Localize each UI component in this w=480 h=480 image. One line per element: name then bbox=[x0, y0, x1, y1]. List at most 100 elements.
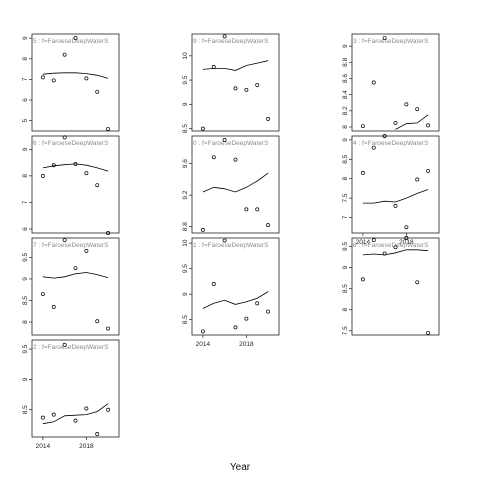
data-point bbox=[84, 248, 89, 253]
data-point bbox=[415, 107, 420, 112]
y-tick-label: 8.8 bbox=[342, 57, 349, 66]
data-point bbox=[382, 134, 387, 138]
data-point bbox=[371, 145, 376, 150]
data-point bbox=[266, 309, 271, 314]
y-tick-label: 9.5 bbox=[22, 253, 29, 262]
data-point bbox=[200, 126, 205, 131]
smooth-line bbox=[42, 72, 109, 79]
smooth-line bbox=[362, 249, 429, 256]
y-tick-label: 8.8 bbox=[182, 222, 189, 231]
panel-frame bbox=[191, 237, 280, 336]
data-point bbox=[266, 116, 271, 121]
data-point bbox=[371, 80, 376, 85]
y-tick-label: 8 bbox=[342, 176, 349, 180]
y-tick-label: 9 bbox=[342, 138, 349, 142]
y-tick-label: 7 bbox=[22, 77, 29, 81]
panel-1: 9 : f=FaroeseDeepWaterS 8.5 9 9.5 10 bbox=[182, 33, 280, 133]
data-point bbox=[211, 65, 216, 69]
y-tick-label: 8 bbox=[342, 125, 349, 129]
data-point bbox=[51, 412, 56, 417]
smooth-line bbox=[362, 189, 429, 204]
y-tick-label: 9.5 bbox=[182, 75, 189, 84]
y-tick-label: 10 bbox=[182, 52, 189, 60]
y-tick-label: 8.6 bbox=[342, 74, 349, 83]
y-tick-label: 9.6 bbox=[182, 159, 189, 168]
data-point bbox=[62, 238, 67, 243]
data-point bbox=[382, 251, 387, 256]
y-tick-label: 9 bbox=[22, 36, 29, 40]
data-point bbox=[40, 173, 45, 178]
smooth-line bbox=[395, 114, 429, 130]
panel-frame bbox=[31, 33, 120, 132]
data-point bbox=[244, 87, 249, 92]
panel-strip-label: 3 : f=FaroeseDeepWaterS bbox=[353, 38, 429, 45]
x-tick-label: 2014 bbox=[196, 341, 211, 348]
data-point bbox=[360, 170, 365, 175]
data-point bbox=[84, 406, 89, 411]
y-tick-label: 8.5 bbox=[182, 124, 189, 133]
data-point bbox=[95, 319, 100, 324]
x-axis-label: Year bbox=[230, 462, 251, 473]
data-point bbox=[40, 415, 45, 420]
y-tick-label: 8.5 bbox=[182, 315, 189, 324]
panel-strip-label: 7 : f=FaroeseDeepWaterS bbox=[33, 242, 109, 249]
panel-strip-label: 8 : f=FaroeseDeepWaterS bbox=[353, 242, 429, 249]
data-point bbox=[233, 157, 238, 162]
x-tick-label: 2014 bbox=[356, 239, 371, 246]
panel-9: 2 : f=FaroeseDeepWaterS 8.5 9 9.5 2014 2018 bbox=[22, 339, 120, 450]
data-point bbox=[51, 78, 56, 83]
x-tick-label: 2018 bbox=[239, 341, 254, 348]
data-point bbox=[233, 86, 238, 91]
y-tick-label: 7 bbox=[342, 215, 349, 219]
y-tick-label: 9.5 bbox=[182, 264, 189, 273]
y-tick-label: 8.5 bbox=[22, 405, 29, 414]
y-tick-label: 9 bbox=[182, 102, 189, 106]
data-point bbox=[211, 281, 216, 286]
data-point bbox=[244, 207, 249, 212]
y-tick-label: 7.5 bbox=[342, 193, 349, 202]
data-point bbox=[360, 277, 365, 282]
smooth-line bbox=[42, 403, 109, 425]
data-point bbox=[211, 155, 216, 160]
y-tick-label: 8.4 bbox=[342, 90, 349, 99]
data-point bbox=[371, 238, 376, 243]
y-tick-label: 9 bbox=[22, 377, 29, 381]
data-point bbox=[95, 183, 100, 188]
data-point bbox=[266, 223, 271, 228]
data-point bbox=[255, 207, 260, 212]
x-tick-label: 2018 bbox=[79, 443, 94, 450]
data-point bbox=[40, 75, 45, 80]
panel-frame bbox=[191, 135, 280, 234]
panel-5: 4 : f=FaroeseDeepWaterS 7 7.5 8 8.5 9 2014 2018 bbox=[342, 134, 440, 246]
data-point bbox=[404, 102, 409, 107]
data-point bbox=[106, 326, 111, 331]
panel-frame bbox=[351, 237, 440, 336]
data-point bbox=[222, 137, 227, 142]
data-point bbox=[404, 236, 409, 240]
panel-0: 5 : f=FaroeseDeepWaterS 5 6 7 8 9 bbox=[22, 33, 120, 132]
y-tick-label: 8 bbox=[342, 308, 349, 312]
y-tick-label: 6 bbox=[22, 227, 29, 231]
data-point bbox=[393, 245, 398, 250]
y-tick-label: 5 bbox=[22, 118, 29, 122]
data-point bbox=[426, 330, 431, 335]
y-tick-label: 9.2 bbox=[182, 190, 189, 199]
panel-strip-label: 1 : f=FaroeseDeepWaterS bbox=[193, 242, 269, 249]
panel-strip-label: 4 : f=FaroeseDeepWaterS bbox=[353, 140, 429, 147]
smooth-line bbox=[202, 291, 269, 309]
y-tick-label: 9.5 bbox=[22, 344, 29, 353]
panel-strip-label: 2 : f=FaroeseDeepWaterS bbox=[33, 344, 109, 351]
panel-6: 7 : f=FaroeseDeepWaterS 8 8.5 9 9.5 bbox=[22, 237, 120, 336]
data-point bbox=[382, 36, 387, 40]
panel-2: 3 : f=FaroeseDeepWaterS 8 8.2 8.4 8.6 8.8 9 bbox=[342, 33, 440, 132]
y-tick-label: 9 bbox=[182, 292, 189, 296]
data-point bbox=[393, 203, 398, 208]
panel-frame bbox=[191, 33, 280, 132]
y-tick-label: 8.5 bbox=[342, 284, 349, 293]
x-tick-label: 2018 bbox=[399, 239, 414, 246]
data-point bbox=[360, 124, 365, 129]
data-point bbox=[73, 36, 78, 41]
data-point bbox=[106, 126, 111, 131]
data-point bbox=[255, 82, 260, 87]
